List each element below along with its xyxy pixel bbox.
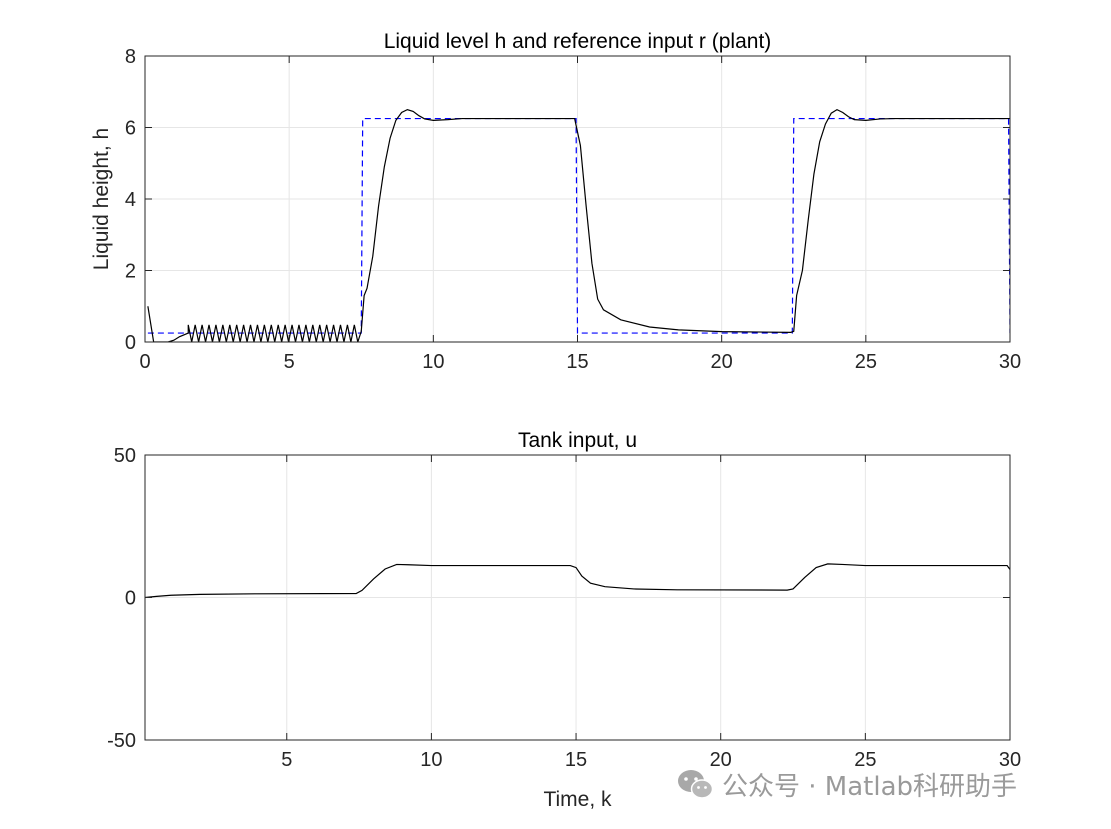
ax1-ytick-label-4: 4 <box>125 189 136 211</box>
ax1-xtick-label-15: 15 <box>566 351 588 373</box>
ax2-ytick-label-0: 0 <box>125 588 136 610</box>
ax1-ylabel: Liquid height, h <box>90 128 113 270</box>
ax2-xtick-label-20: 20 <box>710 749 732 771</box>
watermark-text: 公众号 · Matlab科研助手 <box>722 771 1018 802</box>
ax2-xtick-label-15: 15 <box>565 749 587 771</box>
ax1-series-response-line <box>147 108 1010 342</box>
ax1-ytick-label-6: 6 <box>125 118 136 140</box>
ax2-xtick-label-5: 5 <box>281 749 292 771</box>
ax1-ytick-label-0: 0 <box>125 332 136 354</box>
ax1-xtick-label-30: 30 <box>999 351 1021 373</box>
ax1-xtick-label-25: 25 <box>855 351 877 373</box>
ax1-ytick-label-8: 8 <box>125 46 136 68</box>
ax1-title: Liquid level h and reference input r (pl… <box>384 30 772 53</box>
watermark: 公众号 · Matlab科研助手 <box>676 764 1017 804</box>
ax2-series-response-line <box>145 563 1010 599</box>
wechat-icon <box>678 770 714 799</box>
ax2-ytick-label--50: -50 <box>107 730 136 752</box>
ax2-title: Tank input, u <box>518 429 637 452</box>
ax1-ytick-label-2: 2 <box>125 261 136 283</box>
ax2-xtick-label-25: 25 <box>854 749 876 771</box>
ax2-ytick-label-50: 50 <box>114 445 136 467</box>
ax1-xtick-label-5: 5 <box>284 351 295 373</box>
ax1-xtick-label-0: 0 <box>139 351 150 373</box>
ax2-xlabel: Time, k <box>543 788 612 811</box>
ax2-xtick-label-10: 10 <box>420 749 442 771</box>
ax1-series-reference-line <box>147 117 1010 334</box>
ax1-xtick-label-10: 10 <box>422 351 444 373</box>
ax2-xtick-label-30: 30 <box>999 749 1021 771</box>
ax1-xtick-label-20: 20 <box>711 351 733 373</box>
